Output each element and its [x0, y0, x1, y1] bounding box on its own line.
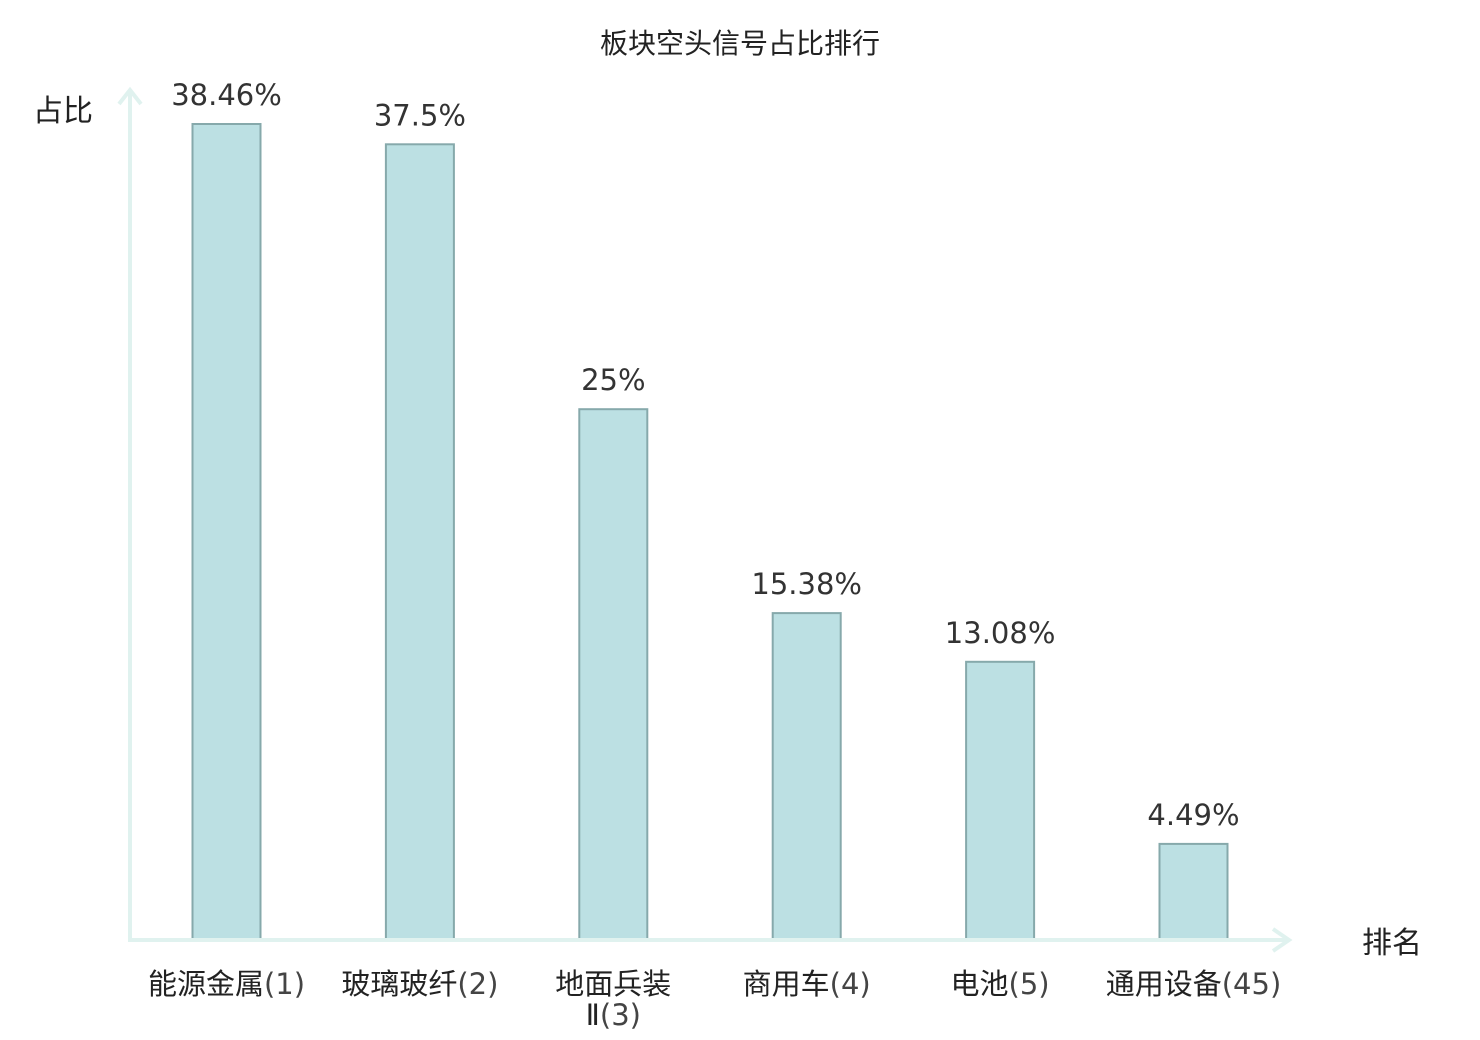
x-tick-label-1: 能源金属(1) — [148, 967, 305, 1001]
x-tick-label-5: 电池(5) — [951, 967, 1050, 1001]
value-label-5: 13.08% — [945, 616, 1056, 650]
chart-title: 板块空头信号占比排行 — [600, 27, 880, 60]
value-label-1: 38.46% — [171, 78, 282, 112]
value-label-4: 15.38% — [751, 567, 862, 601]
value-label-3: 25% — [581, 363, 645, 397]
axes — [117, 86, 1293, 953]
x-axis-label: 排名 — [1362, 926, 1422, 961]
x-tick-label-3: 地面兵装 — [555, 967, 671, 1001]
bar-1 — [191, 123, 262, 940]
y-axis-arrow — [117, 86, 143, 106]
bar-4 — [771, 612, 842, 940]
bars — [191, 123, 1229, 941]
x-tick-label-3-line2: Ⅱ(3) — [586, 998, 641, 1032]
value-label-2: 37.5% — [374, 98, 466, 132]
bar-2 — [384, 143, 455, 941]
y-axis-label: 占比 — [33, 94, 93, 129]
bar-5 — [965, 660, 1036, 940]
bar-6 — [1158, 842, 1229, 941]
x-axis-arrow — [1271, 927, 1293, 953]
x-tick-label-2: 玻璃玻纤(2) — [341, 967, 498, 1001]
value-labels: 38.46% 37.5% 25% 15.38% 13.08% 4.49% — [171, 78, 1239, 832]
x-tick-label-6: 通用设备(45) — [1106, 967, 1282, 1001]
value-label-6: 4.49% — [1147, 798, 1239, 832]
bar-3 — [578, 408, 649, 940]
x-tick-label-4: 商用车(4) — [743, 967, 871, 1001]
